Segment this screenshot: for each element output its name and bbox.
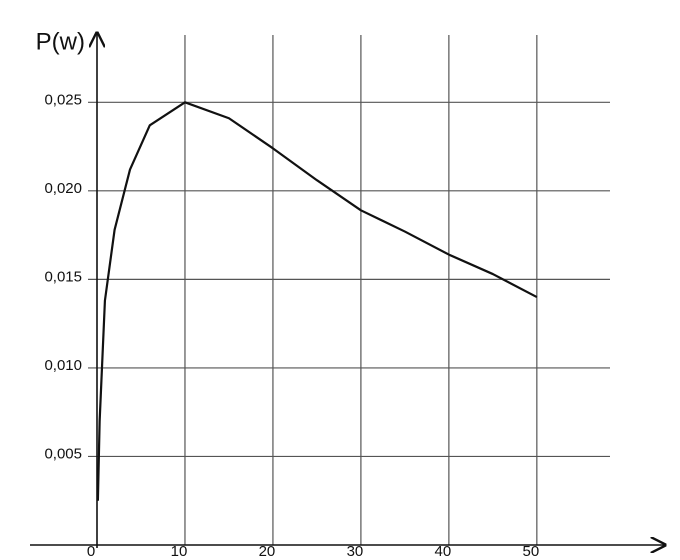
y-tick-label: 0,020 xyxy=(44,180,82,197)
x-tick-label: 30 xyxy=(347,543,364,560)
y-tick-label: 0,015 xyxy=(44,268,82,285)
y-axis-label: P(w) xyxy=(36,28,85,55)
y-tick-label: 0,025 xyxy=(44,91,82,108)
x-tick-label: 0 xyxy=(87,543,95,560)
x-tick-label: 20 xyxy=(259,543,276,560)
x-tick-label: 40 xyxy=(435,543,452,560)
grid xyxy=(88,35,610,545)
y-tick-label: 0,005 xyxy=(44,445,82,462)
x-tick-label: 10 xyxy=(171,543,188,560)
x-tick-label: 50 xyxy=(523,543,540,560)
data-line xyxy=(96,101,538,501)
y-tick-label: 0,010 xyxy=(44,357,82,374)
